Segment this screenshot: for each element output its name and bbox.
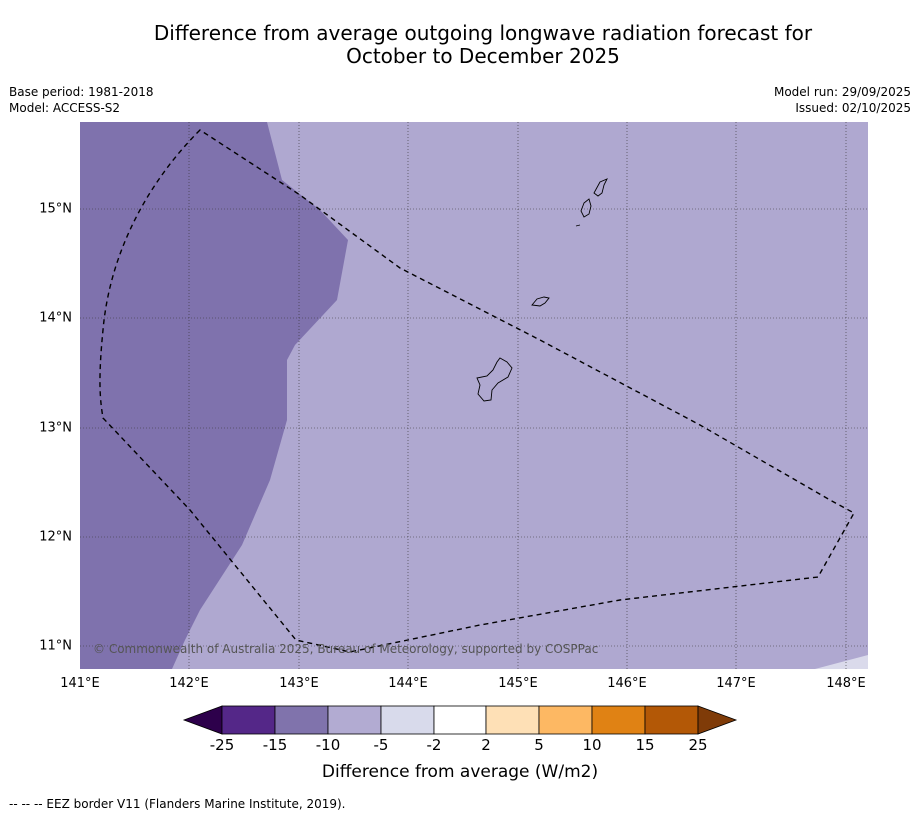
lon-label: 147°E (716, 676, 756, 691)
colorbar-tick: -2 (426, 736, 442, 754)
anomaly-region-minus5 (815, 655, 868, 669)
colorbar-extend-low (182, 705, 223, 735)
chart-title: Difference from average outgoing longwav… (100, 22, 866, 68)
colorbar-swatch (485, 705, 540, 735)
colorbar-swatch (538, 705, 593, 735)
eez-border (99, 129, 855, 653)
colorbar-swatch (591, 705, 646, 735)
lat-label: 12°N (39, 529, 72, 545)
island-guam (476, 357, 513, 402)
model-run: Model run: 29/09/2025 (773, 85, 911, 99)
colorbar-tick: -5 (373, 736, 389, 754)
meta-left: Base period: 1981-2018 Model: ACCESS-S2 (9, 84, 154, 116)
lat-label: 11°N (39, 638, 72, 654)
lat-label: 15°N (39, 201, 72, 217)
islands (476, 178, 608, 402)
model-name: Model: ACCESS-S2 (9, 101, 121, 115)
island-aguijan (575, 224, 581, 227)
colorbar-title: Difference from average (W/m2) (321, 762, 599, 782)
issued-date: Issued: 02/10/2025 (795, 101, 911, 115)
lon-label: 148°E (826, 676, 866, 691)
colorbar-swatch (644, 705, 699, 735)
colorbar-tick: 15 (635, 736, 655, 754)
lon-label: 146°E (607, 676, 647, 691)
colorbar (182, 705, 738, 735)
colorbar-swatch (327, 705, 382, 735)
colorbar-tick: -10 (315, 736, 341, 754)
colorbar-tick: 10 (582, 736, 602, 754)
lon-label: 141°E (60, 676, 100, 691)
copyright-notice: © Commonwealth of Australia 2025, Bureau… (93, 642, 599, 656)
colorbar-swatch (433, 705, 487, 735)
meta-right: Model run: 29/09/2025 Issued: 02/10/2025 (774, 84, 911, 116)
colorbar-tick: 2 (481, 736, 491, 754)
colorbar-tick: 25 (688, 736, 708, 754)
lat-label: 14°N (39, 310, 72, 326)
island-rota (531, 296, 550, 307)
colorbar-swatch (380, 705, 435, 735)
colorbar-swatch (221, 705, 276, 735)
colorbar-extend-high (697, 705, 738, 735)
lat-label: 13°N (39, 420, 72, 436)
colorbar-swatch (274, 705, 329, 735)
graticule (80, 122, 868, 669)
island-tinian (580, 198, 592, 218)
island-saipan (593, 178, 608, 197)
colorbar-tick: 5 (534, 736, 544, 754)
title-line-2: October to December 2025 (346, 44, 620, 68)
lon-label: 142°E (169, 676, 209, 691)
lon-label: 145°E (498, 676, 538, 691)
colorbar-tick: -15 (262, 736, 288, 754)
anomaly-region-minus15 (80, 122, 348, 669)
lon-label: 143°E (279, 676, 319, 691)
base-period: Base period: 1981-2018 (9, 85, 154, 99)
colorbar-tick: -25 (209, 736, 235, 754)
lon-label: 144°E (388, 676, 428, 691)
title-line-1: Difference from average outgoing longwav… (153, 21, 813, 45)
eez-footnote: -- -- -- EEZ border V11 (Flanders Marine… (9, 797, 346, 811)
